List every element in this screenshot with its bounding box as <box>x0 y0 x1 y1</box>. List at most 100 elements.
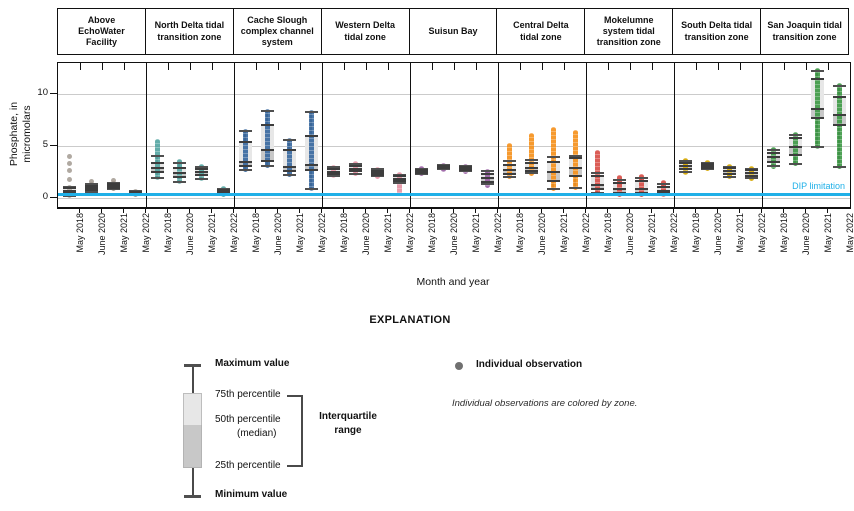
bottom-tick <box>277 208 278 213</box>
y-axis-title: Phosphate, in micromolars <box>8 64 36 204</box>
gridline <box>58 93 850 95</box>
bottom-tick <box>805 208 806 213</box>
x-tick-label: May 2018 <box>691 213 701 253</box>
q3-line <box>766 152 780 155</box>
boxplot <box>634 63 648 207</box>
q1-line <box>216 192 230 195</box>
outlier-dot <box>66 168 72 174</box>
boxplot <box>612 63 626 207</box>
top-tick <box>366 63 367 70</box>
median-line <box>172 172 186 175</box>
boxplot <box>150 63 164 207</box>
boxplot <box>700 63 714 207</box>
whisker-cap-min <box>392 182 406 185</box>
top-tick <box>80 63 81 70</box>
top-tick <box>454 63 455 70</box>
whisker-cap-max <box>480 169 494 172</box>
bottom-tick <box>563 208 564 213</box>
boxplot <box>524 63 538 207</box>
whisker-cap-max <box>502 159 516 162</box>
median-line <box>568 166 582 169</box>
plot-area: DIP limitation <box>57 62 851 209</box>
boxplot <box>370 63 384 207</box>
q1-line <box>304 168 318 171</box>
q1-line <box>84 189 98 192</box>
whisker-cap-max <box>634 177 648 180</box>
whisker-cap-max <box>568 155 582 158</box>
whisker-cap-max <box>150 155 164 158</box>
q3-line <box>700 163 714 166</box>
boxplot <box>590 63 604 207</box>
boxplot <box>568 63 582 207</box>
whisker-cap-min <box>590 192 604 195</box>
boxplot <box>216 63 230 207</box>
q3-line <box>282 149 296 152</box>
boxplot <box>480 63 494 207</box>
q3-line <box>238 140 252 143</box>
whisker-cap-min <box>502 176 516 179</box>
boxplot <box>546 63 560 207</box>
whisker-cap-max <box>722 165 736 168</box>
x-tick-label: May 2022 <box>845 213 854 253</box>
panel-header: South Delta tidal transition zone <box>673 9 762 54</box>
q1-line <box>194 174 208 177</box>
whisker-cap-max <box>194 165 208 168</box>
median-line <box>62 189 76 192</box>
boxplot <box>766 63 780 207</box>
whisker-cap-max <box>84 182 98 185</box>
median-line <box>524 166 538 169</box>
observation-dots-column <box>286 137 292 178</box>
bottom-tick <box>607 208 608 213</box>
observation-dots-column <box>638 174 644 198</box>
bottom-tick <box>783 208 784 213</box>
bottom-tick <box>167 208 168 213</box>
whisker-cap-max <box>766 149 780 152</box>
y-axis-title-line1: Phosphate, in <box>8 101 20 167</box>
boxplot <box>172 63 186 207</box>
q1-line <box>260 159 274 162</box>
median-line <box>502 168 516 171</box>
median-line <box>326 171 340 173</box>
legend-p25-label: 25th percentile <box>215 460 281 471</box>
whisker-cap-min <box>326 175 340 178</box>
panel-header: North Delta tidal transition zone <box>146 9 234 54</box>
q3-line <box>612 182 626 185</box>
whisker-cap-min <box>546 187 560 190</box>
bottom-tick <box>343 208 344 213</box>
legend-max-cap <box>184 364 201 367</box>
q3-line <box>62 187 76 190</box>
q1-line <box>700 166 714 169</box>
bottom-tick <box>123 208 124 213</box>
panel-header: Cache Slough complex channel system <box>234 9 322 54</box>
q3-line <box>458 166 472 169</box>
q3-line <box>172 166 186 169</box>
whisker-cap-max <box>612 179 626 182</box>
y-tick-mark <box>50 197 57 198</box>
whisker-cap-max <box>326 166 340 169</box>
observation-dots-column <box>154 138 160 181</box>
whisker-cap-min <box>282 174 296 177</box>
median-line <box>458 167 472 170</box>
top-tick <box>806 63 807 70</box>
legend-iqr-line2: range <box>334 425 362 436</box>
q1-line <box>458 168 472 171</box>
legend-iqr-line1: Interquartile <box>319 411 377 422</box>
top-tick <box>190 63 191 70</box>
panel-headers: Above EchoWater Facility North Delta tida… <box>57 8 849 55</box>
q1-line <box>282 169 296 172</box>
q3-line <box>678 161 692 164</box>
median-line <box>722 169 736 172</box>
bottom-tick <box>651 208 652 213</box>
q3-line <box>656 185 670 188</box>
whisker-cap-max <box>832 84 846 87</box>
legend-box-lower-half <box>183 425 202 468</box>
whisker-cap-min <box>436 168 450 171</box>
x-tick-label: June 2020 <box>185 213 195 256</box>
q1-line <box>832 124 846 127</box>
x-tick-label: May 2022 <box>669 213 679 253</box>
whisker-cap-max <box>282 138 296 141</box>
top-tick <box>432 63 433 70</box>
observation-dots-column <box>242 129 248 172</box>
x-tick-label: May 2021 <box>207 213 217 253</box>
